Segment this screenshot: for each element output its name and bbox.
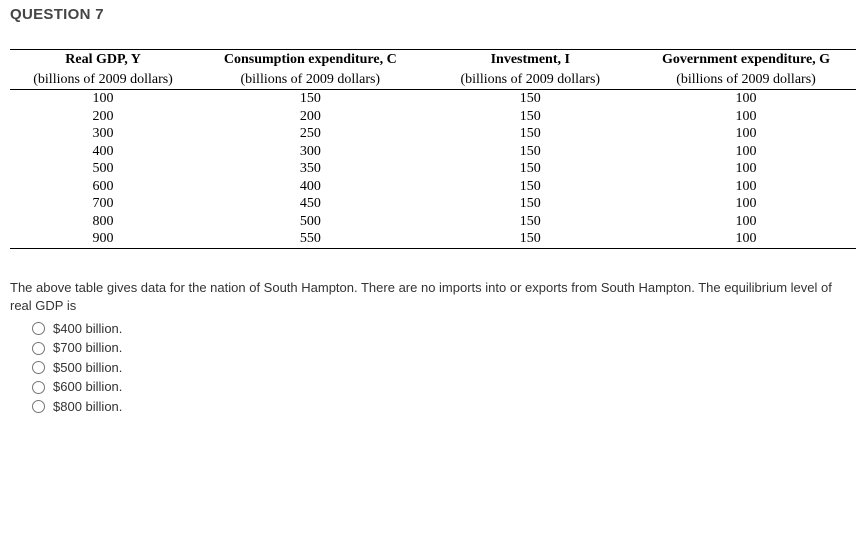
table-cell: 100 (636, 108, 856, 126)
answer-radio[interactable] (32, 322, 45, 335)
table-cell: 100 (636, 90, 856, 108)
table-row: 700450150100 (10, 195, 856, 213)
question-title: QUESTION 7 (10, 6, 856, 23)
table-cell: 300 (10, 125, 196, 143)
table-cell: 500 (196, 213, 424, 231)
col-sub-1: (billions of 2009 dollars) (196, 70, 424, 90)
col-header-0: Real GDP, Y (10, 50, 196, 70)
answer-options: $400 billion.$700 billion.$500 billion.$… (10, 319, 856, 417)
table-cell: 100 (10, 90, 196, 108)
table-cell: 150 (425, 90, 637, 108)
table-cell: 800 (10, 213, 196, 231)
col-sub-0: (billions of 2009 dollars) (10, 70, 196, 90)
answer-radio[interactable] (32, 400, 45, 413)
table-cell: 100 (636, 143, 856, 161)
table-cell: 250 (196, 125, 424, 143)
table-cell: 150 (425, 108, 637, 126)
answer-option-label: $400 billion. (53, 319, 122, 339)
table-cell: 200 (196, 108, 424, 126)
table-cell: 550 (196, 230, 424, 248)
table-cell: 150 (196, 90, 424, 108)
answer-option[interactable]: $700 billion. (32, 338, 856, 358)
table-cell: 150 (425, 195, 637, 213)
table-cell: 300 (196, 143, 424, 161)
table-cell: 350 (196, 160, 424, 178)
answer-option[interactable]: $800 billion. (32, 397, 856, 417)
table-cell: 150 (425, 178, 637, 196)
col-header-3: Government expenditure, G (636, 50, 856, 70)
question-prompt: The above table gives data for the natio… (10, 279, 856, 315)
table-row: 500350150100 (10, 160, 856, 178)
table-cell: 600 (10, 178, 196, 196)
answer-radio[interactable] (32, 342, 45, 355)
table-cell: 900 (10, 230, 196, 248)
table-row: 100150150100 (10, 90, 856, 108)
col-header-1: Consumption expenditure, C (196, 50, 424, 70)
answer-radio[interactable] (32, 381, 45, 394)
table-cell: 150 (425, 125, 637, 143)
table-cell: 150 (425, 213, 637, 231)
table-row: 800500150100 (10, 213, 856, 231)
table-cell: 700 (10, 195, 196, 213)
answer-option[interactable]: $400 billion. (32, 319, 856, 339)
table-cell: 100 (636, 230, 856, 248)
answer-option-label: $800 billion. (53, 397, 122, 417)
table-cell: 150 (425, 160, 637, 178)
table-row: 900550150100 (10, 230, 856, 248)
data-table: Real GDP, Y Consumption expenditure, C I… (10, 49, 856, 249)
table-cell: 450 (196, 195, 424, 213)
table-cell: 150 (425, 143, 637, 161)
table-cell: 100 (636, 178, 856, 196)
table-cell: 100 (636, 125, 856, 143)
answer-option-label: $500 billion. (53, 358, 122, 378)
answer-option[interactable]: $500 billion. (32, 358, 856, 378)
table-row: 400300150100 (10, 143, 856, 161)
col-sub-3: (billions of 2009 dollars) (636, 70, 856, 90)
answer-radio[interactable] (32, 361, 45, 374)
table-cell: 400 (10, 143, 196, 161)
table-cell: 200 (10, 108, 196, 126)
table-cell: 500 (10, 160, 196, 178)
table-cell: 150 (425, 230, 637, 248)
col-sub-2: (billions of 2009 dollars) (425, 70, 637, 90)
table-body: 1001501501002002001501003002501501004003… (10, 90, 856, 249)
table-cell: 100 (636, 195, 856, 213)
col-header-2: Investment, I (425, 50, 637, 70)
answer-option-label: $700 billion. (53, 338, 122, 358)
table-row: 600400150100 (10, 178, 856, 196)
table-row: 300250150100 (10, 125, 856, 143)
table-row: 200200150100 (10, 108, 856, 126)
table-cell: 100 (636, 160, 856, 178)
table-cell: 400 (196, 178, 424, 196)
table-cell: 100 (636, 213, 856, 231)
answer-option[interactable]: $600 billion. (32, 377, 856, 397)
answer-option-label: $600 billion. (53, 377, 122, 397)
